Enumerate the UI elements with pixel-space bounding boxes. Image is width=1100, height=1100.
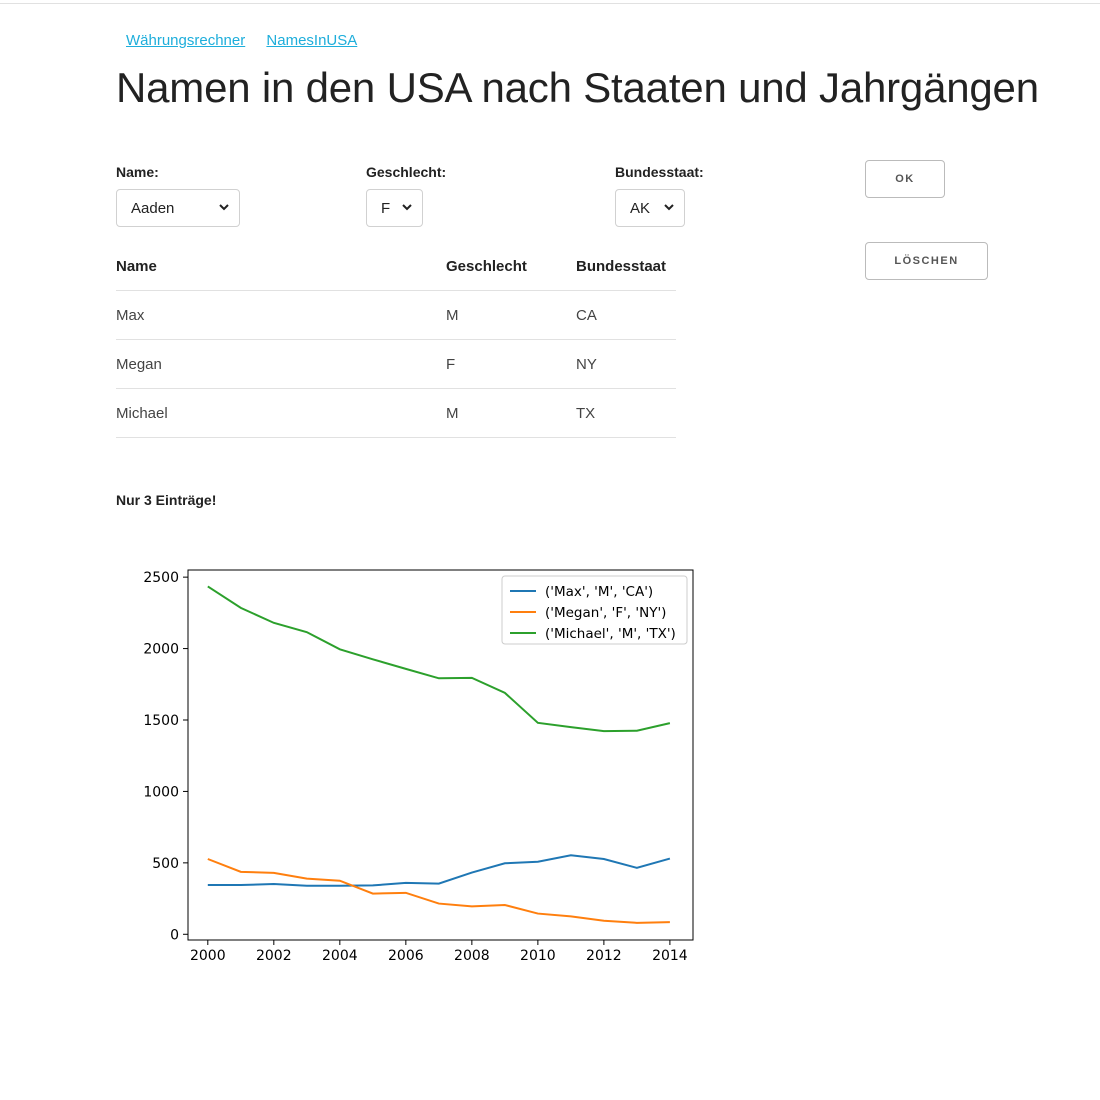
breadcrumb-nav: Währungsrechner NamesInUSA [126, 32, 374, 49]
gender-select[interactable]: F [366, 189, 423, 227]
nav-link-waehrungsrechner[interactable]: Währungsrechner [126, 32, 246, 49]
ok-button[interactable]: OK [865, 160, 945, 198]
nav-link-namesinusa[interactable]: NamesInUSA [266, 32, 358, 49]
legend-entry: ('Megan', 'F', 'NY') [545, 605, 666, 621]
column-header-gender: Geschlecht [446, 242, 576, 291]
y-tick-label: 2000 [143, 642, 179, 658]
series-line-2 [207, 585, 671, 733]
y-tick-label: 2500 [143, 570, 179, 586]
cell-gender: M [446, 388, 576, 438]
x-tick-label: 2010 [520, 948, 556, 964]
cell-name: Michael [116, 388, 446, 438]
cell-state: NY [576, 339, 676, 389]
state-select[interactable]: AK [615, 189, 685, 227]
column-header-name: Name [116, 242, 446, 291]
plot-frame [187, 569, 694, 941]
cell-gender: F [446, 339, 576, 389]
x-tick-label: 2008 [454, 948, 490, 964]
legend-box [501, 575, 688, 645]
table-row: Max M CA [116, 290, 676, 340]
cell-state: CA [576, 290, 676, 340]
series-line-1 [207, 858, 670, 924]
top-border [0, 3, 1100, 4]
name-select[interactable]: Aaden [116, 189, 240, 227]
names-line-chart: 2000 2002 2004 2006 2008 2010 2012 2014 0 500 1000… [143, 569, 694, 964]
legend-entry: ('Michael', 'M', 'TX') [545, 626, 676, 642]
y-tick-label: 1500 [143, 713, 179, 729]
chevron-down-icon [402, 204, 412, 211]
cell-state: TX [576, 388, 676, 438]
cell-name: Megan [116, 339, 446, 389]
entries-table: Name Geschlecht Bundesstaat Max M CA Meg… [116, 242, 676, 438]
cell-name: Max [116, 290, 446, 340]
y-tick-label: 1000 [143, 784, 179, 800]
gender-label: Geschlecht: [366, 164, 447, 180]
cell-gender: M [446, 290, 576, 340]
x-tick-label: 2000 [190, 948, 226, 964]
state-label: Bundesstaat: [615, 164, 704, 180]
x-tick-label: 2004 [322, 948, 358, 964]
table-row: Megan F NY [116, 339, 676, 389]
y-tick-label: 500 [152, 856, 179, 872]
series-line-0 [207, 854, 671, 887]
x-tick-label: 2014 [652, 948, 688, 964]
chevron-down-icon [664, 204, 674, 211]
table-header-row: Name Geschlecht Bundesstaat [116, 242, 676, 291]
column-header-state: Bundesstaat [576, 242, 676, 291]
y-tick-label: 0 [170, 927, 179, 943]
name-select-value: Aaden [131, 199, 175, 217]
entries-note: Nur 3 Einträge! [116, 492, 217, 508]
x-tick-label: 2006 [388, 948, 424, 964]
table-row: Michael M TX [116, 388, 676, 438]
page-title: Namen in den USA nach Staaten und Jahrgä… [116, 64, 1039, 111]
gender-select-value: F [381, 199, 391, 217]
name-label: Name: [116, 164, 159, 180]
x-tick-label: 2012 [586, 948, 622, 964]
chevron-down-icon [219, 204, 229, 211]
x-tick-label: 2002 [256, 948, 292, 964]
clear-button[interactable]: LÖSCHEN [865, 242, 988, 280]
state-select-value: AK [630, 199, 651, 217]
legend-entry: ('Max', 'M', 'CA') [545, 584, 653, 600]
